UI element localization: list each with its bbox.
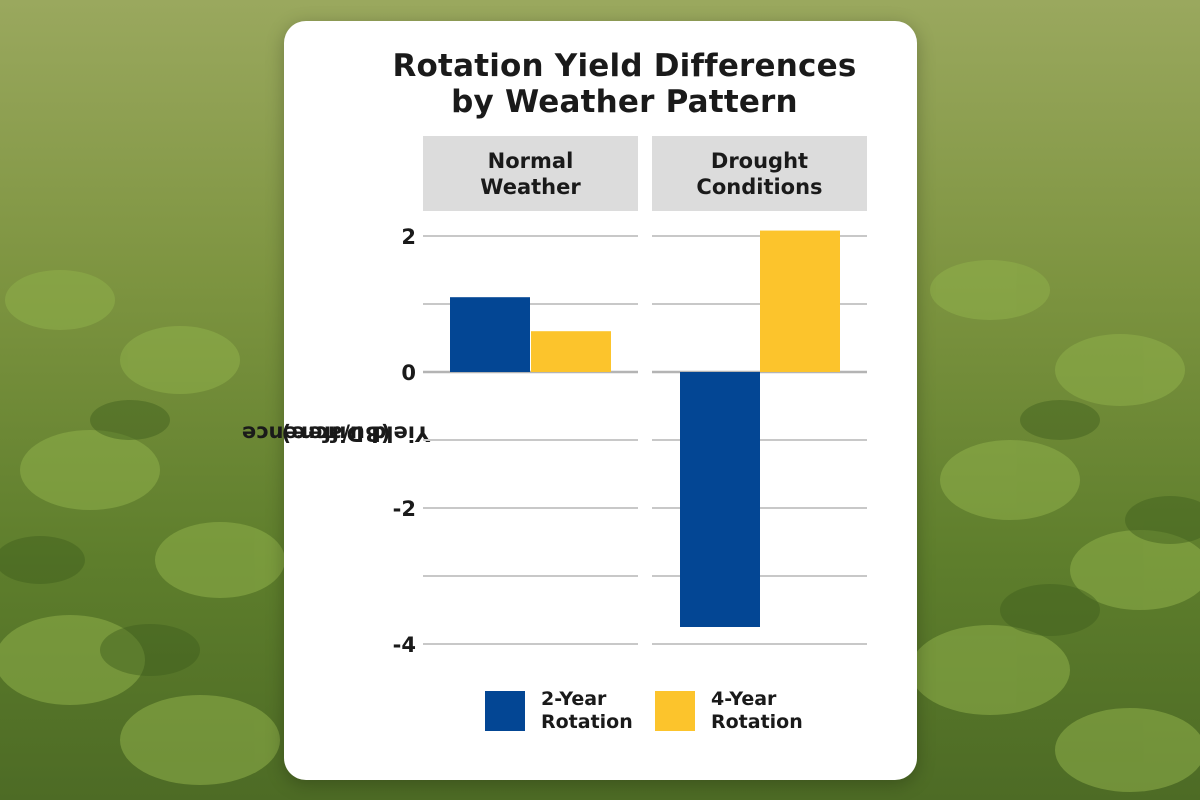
panel-header-drought-conditions: Drought Conditions — [652, 136, 867, 211]
legend-label-4-year-line2: Rotation — [711, 711, 803, 733]
legend-label-2-year-line1: 2-Year — [541, 688, 607, 710]
legend-label-2-year-line2: Rotation — [541, 711, 633, 733]
chart-title: Rotation Yield Differences by Weather Pa… — [284, 48, 917, 120]
bar-2-year-drought — [680, 372, 760, 627]
bar-4-year-drought — [760, 230, 840, 372]
bar-4-year-normal — [531, 331, 611, 372]
y-tick-label: -4 — [393, 633, 416, 657]
panel-header-drought-line1: Drought — [710, 148, 809, 173]
legend-label-4-year-line1: 4-Year — [711, 688, 777, 710]
panel-header-normal-weather: Normal Weather — [423, 136, 638, 211]
y-tick-label: -2 — [393, 497, 416, 521]
legend-swatch-2-year — [485, 691, 525, 731]
y-tick-label: 2 — [401, 225, 416, 249]
chart-title-line1: Rotation Yield Differences — [392, 48, 857, 84]
panel-header-normal-line1: Normal — [487, 148, 574, 173]
panel-header-drought-line2: Conditions — [696, 174, 823, 199]
chart-title-line2: by Weather Pattern — [451, 84, 798, 120]
legend-item-4-year: 4-Year Rotation — [655, 688, 803, 734]
panel-header-normal-line2: Weather — [480, 174, 581, 199]
bar-2-year-normal — [450, 297, 530, 372]
y-tick-label: 0 — [401, 361, 416, 385]
legend-swatch-4-year — [655, 691, 695, 731]
legend-item-2-year: 2-Year Rotation — [485, 688, 633, 734]
